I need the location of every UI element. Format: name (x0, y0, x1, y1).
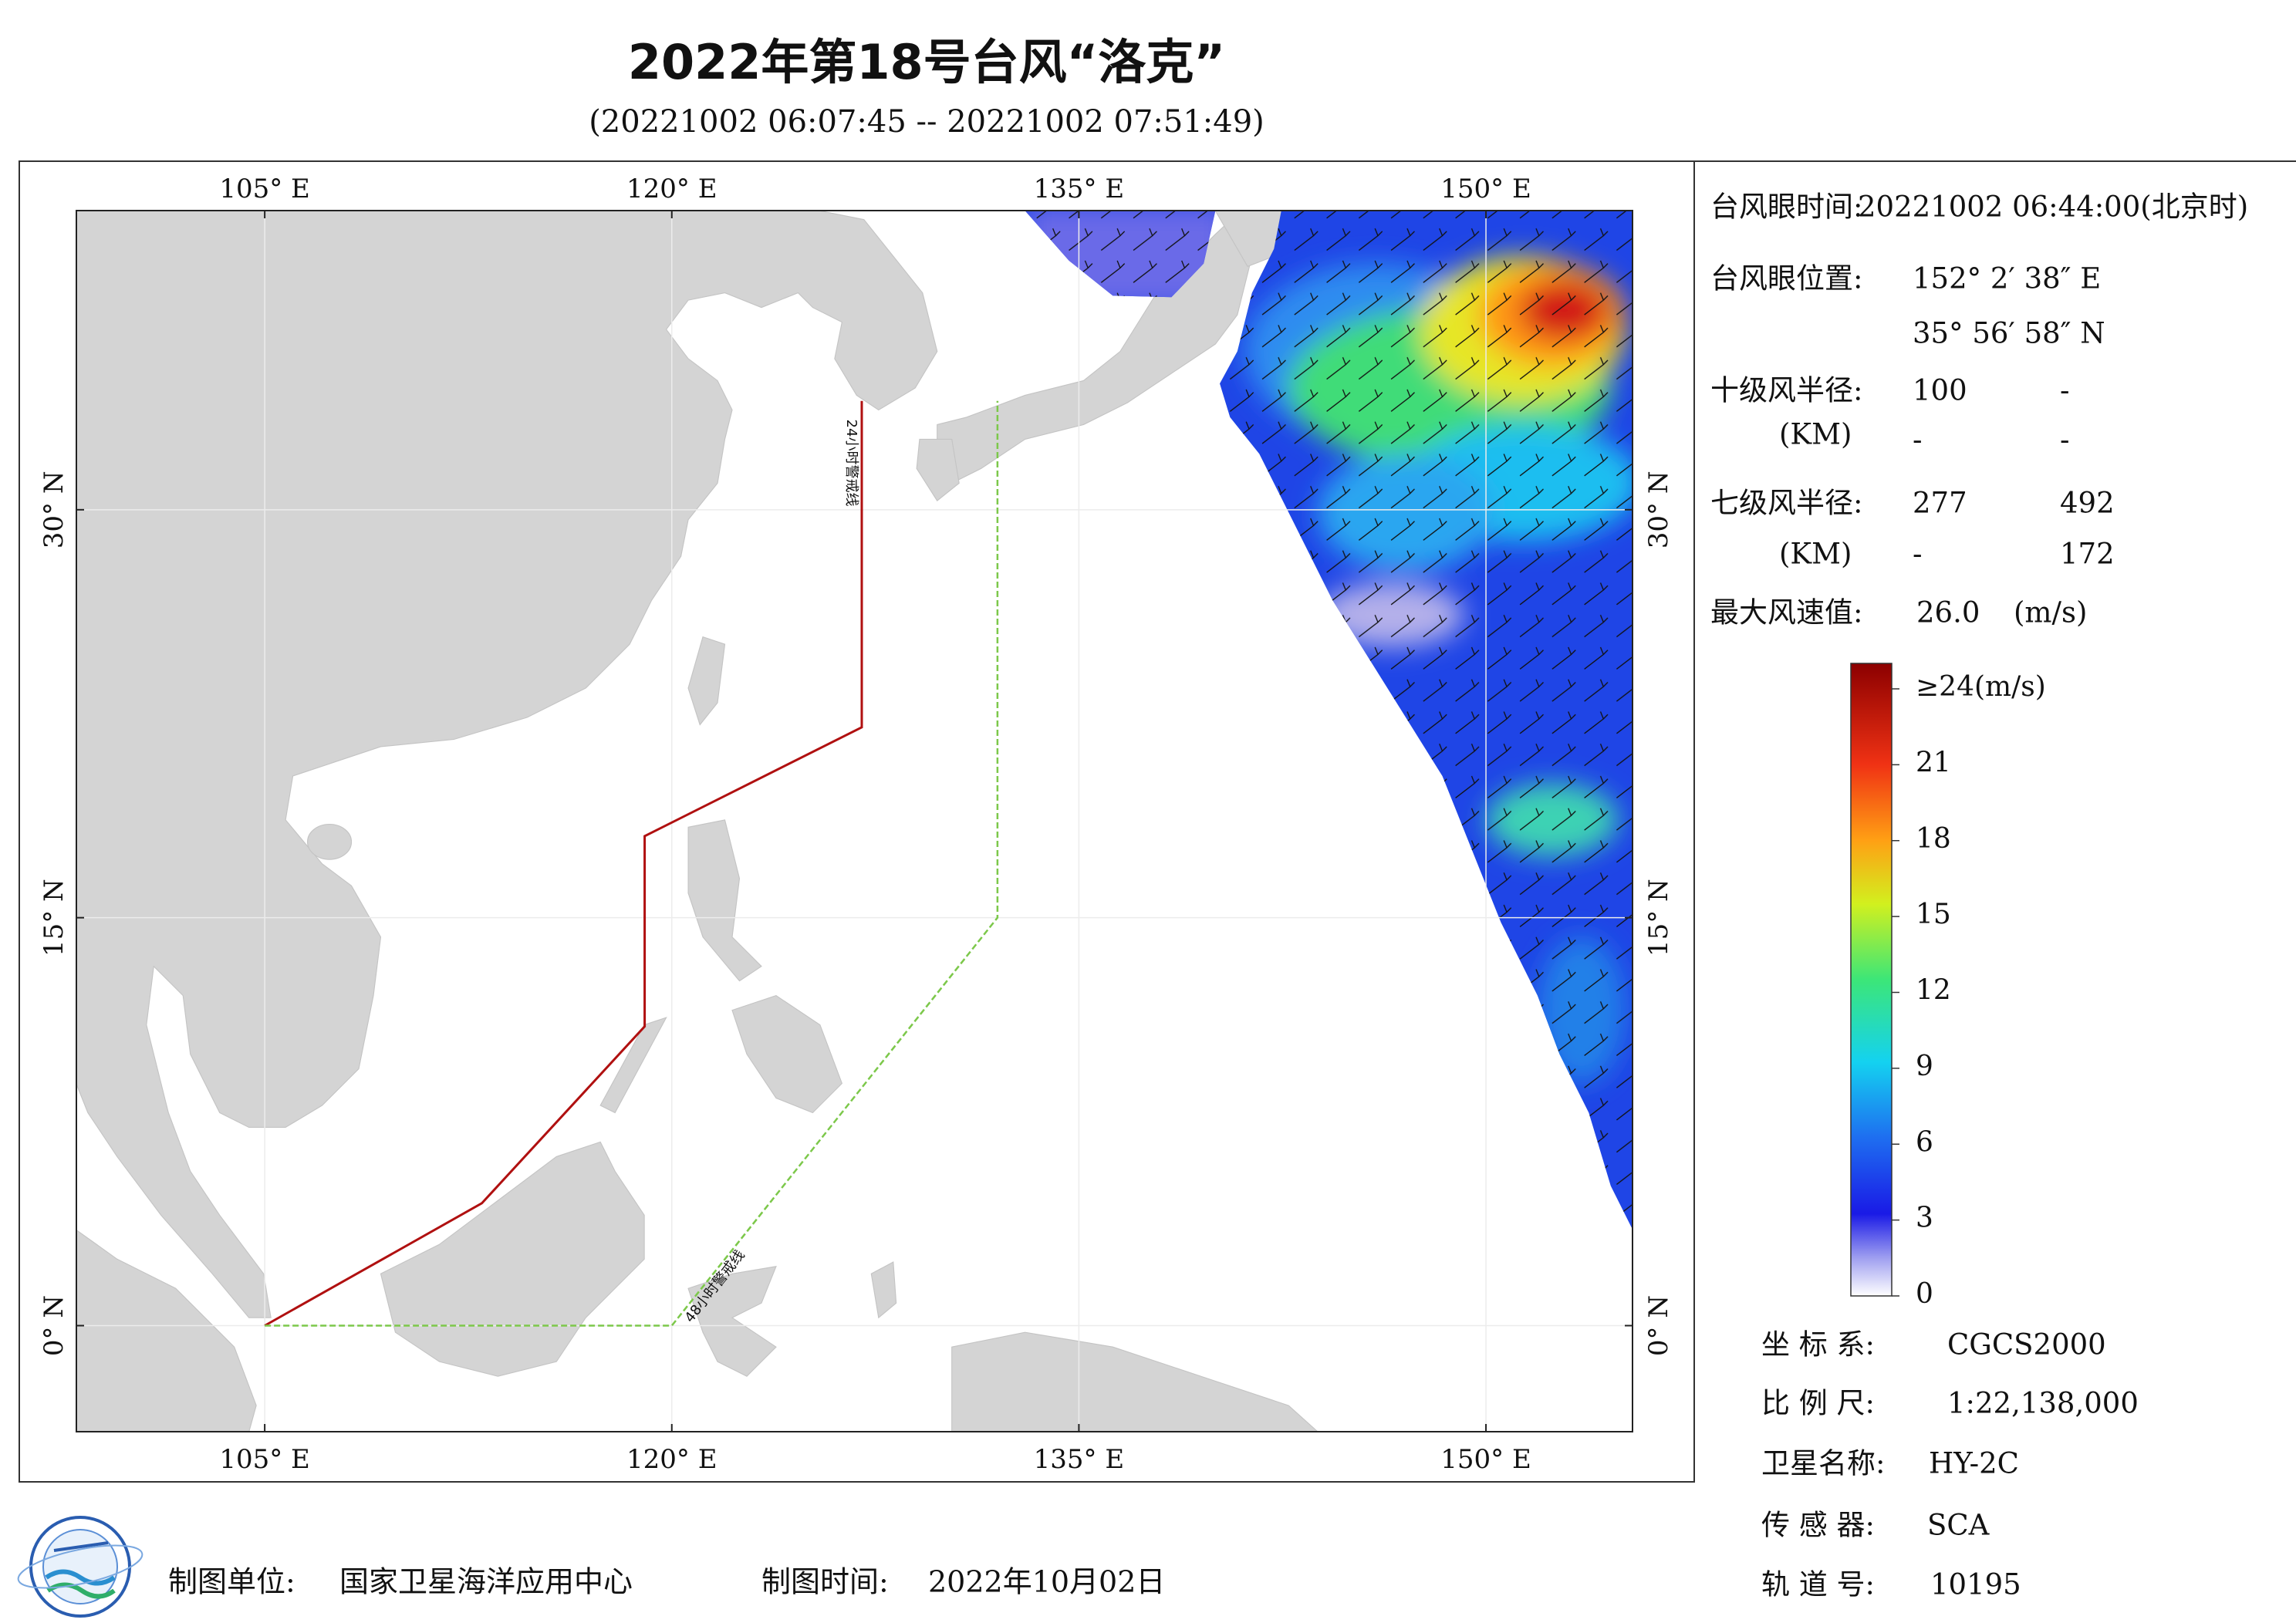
subtitle: (20221002 06:07:45 -- 20221002 07:51:49) (589, 104, 1264, 140)
r10-value: - (2060, 374, 2070, 407)
r7-unit: (KM) (1779, 538, 1852, 571)
max-wind-unit: (m/s) (2014, 596, 2087, 629)
max-wind: 26.0 (1916, 596, 1980, 629)
lon-label: 105° E (219, 174, 310, 204)
r7-value: 277 (1913, 487, 1967, 520)
date-label: 制图时间: (761, 1565, 889, 1599)
colorbar-label: 12 (1916, 975, 1951, 1007)
meta-label: 卫星名称: (1761, 1447, 1885, 1480)
lat-label: 30° N (1643, 471, 1674, 548)
r7-value: 492 (2060, 487, 2115, 520)
colorbar-label: 21 (1916, 747, 1951, 778)
meta-value: 10195 (1930, 1568, 2021, 1601)
producer-label: 制图单位: (168, 1565, 295, 1599)
colorbar-label: 18 (1916, 823, 1951, 855)
lon-label: 150° E (1440, 174, 1531, 204)
lon-label: 105° E (219, 1444, 310, 1475)
lat-label: 15° N (1643, 879, 1674, 957)
producer: 国家卫星海洋应用中心 (339, 1565, 633, 1599)
lat-label: 0° N (1643, 1295, 1674, 1356)
meta-value: HY-2C (1929, 1447, 2019, 1480)
eye-lat: 35° 56′ 58″ N (1913, 317, 2105, 350)
typhoon-info: 台风眼时间: 20221002 06:44:00(北京时) 台风眼位置: 152… (1710, 191, 2248, 629)
metadata: 坐 标 系: CGCS2000 比 例 尺: 1:22,138,000 卫星名称… (1761, 1328, 2139, 1601)
lon-label: 150° E (1440, 1444, 1531, 1475)
meta-value: 1:22,138,000 (1947, 1387, 2139, 1420)
r10-value: 100 (1913, 374, 1967, 407)
lon-label: 120° E (626, 174, 718, 204)
lat-label: 30° N (39, 471, 69, 548)
meta-label: 传 感 器: (1761, 1509, 1875, 1542)
warning-label: 24小时警戒线 (843, 420, 859, 507)
logo (17, 1516, 144, 1618)
colorbar-label: 15 (1916, 899, 1951, 930)
land (76, 211, 1319, 1432)
lon-label: 135° E (1034, 174, 1125, 204)
eye-time-label: 台风眼时间: (1710, 191, 1862, 224)
warning-lines (264, 400, 999, 1327)
colorbar (1850, 663, 1893, 1297)
map-border (76, 210, 1633, 1432)
colorbar-label: ≥24(m/s) (1916, 671, 2046, 703)
grid (76, 211, 1633, 1432)
lon-label: 135° E (1034, 1444, 1125, 1475)
meta-label: 轨 道 号: (1761, 1568, 1875, 1601)
warning-line (265, 400, 999, 1327)
eye-lon: 152° 2′ 38″ E (1913, 262, 2101, 295)
lon-label: 120° E (626, 1444, 718, 1475)
map-frame (19, 160, 1695, 1483)
colorbar-label: 3 (1916, 1203, 1933, 1234)
eye-time: 20221002 06:44:00(北京时) (1858, 191, 2248, 224)
max-wind-label: 最大风速值: (1710, 596, 1862, 629)
axis-labels: 105° E 105° E 120° E 120° E 135° E 135° E 150°… (39, 174, 1674, 1475)
r10-unit: (KM) (1779, 418, 1852, 451)
r10-value: - (2060, 423, 2070, 457)
warning-line (264, 400, 863, 1327)
colorbar-label: 6 (1916, 1126, 1933, 1158)
eye-position-label: 台风眼位置: (1710, 262, 1862, 295)
colorbar-ticks: ≥24(m/s) 21 18 15 12 9 6 3 0 (1892, 671, 2046, 1310)
r7-value: 172 (2060, 538, 2115, 571)
wind-field (1025, 211, 1633, 1230)
colorbar-label: 9 (1916, 1051, 1933, 1082)
footer: 制图单位: 国家卫星海洋应用中心 制图时间: 2022年10月02日 (168, 1565, 1165, 1599)
date: 2022年10月02日 (928, 1565, 1165, 1599)
r10-label: 十级风半径: (1710, 374, 1862, 407)
geography (76, 211, 1633, 1432)
r7-label: 七级风半径: (1710, 487, 1862, 520)
lat-label: 15° N (39, 879, 69, 957)
lat-label: 0° N (39, 1295, 69, 1356)
map (76, 211, 1633, 1432)
meta-value: CGCS2000 (1947, 1328, 2106, 1361)
meta-value: SCA (1927, 1509, 1990, 1542)
r10-value: - (1913, 423, 1923, 457)
meta-label: 坐 标 系: (1761, 1328, 1875, 1361)
r7-value: - (1913, 538, 1923, 571)
title: 2022年第18号台风“洛克” (628, 34, 1225, 90)
meta-label: 比 例 尺: (1761, 1387, 1875, 1420)
colorbar-label: 0 (1916, 1278, 1933, 1310)
